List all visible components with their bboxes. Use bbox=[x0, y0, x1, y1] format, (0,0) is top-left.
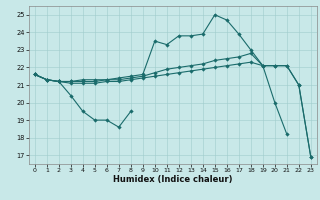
X-axis label: Humidex (Indice chaleur): Humidex (Indice chaleur) bbox=[113, 175, 233, 184]
